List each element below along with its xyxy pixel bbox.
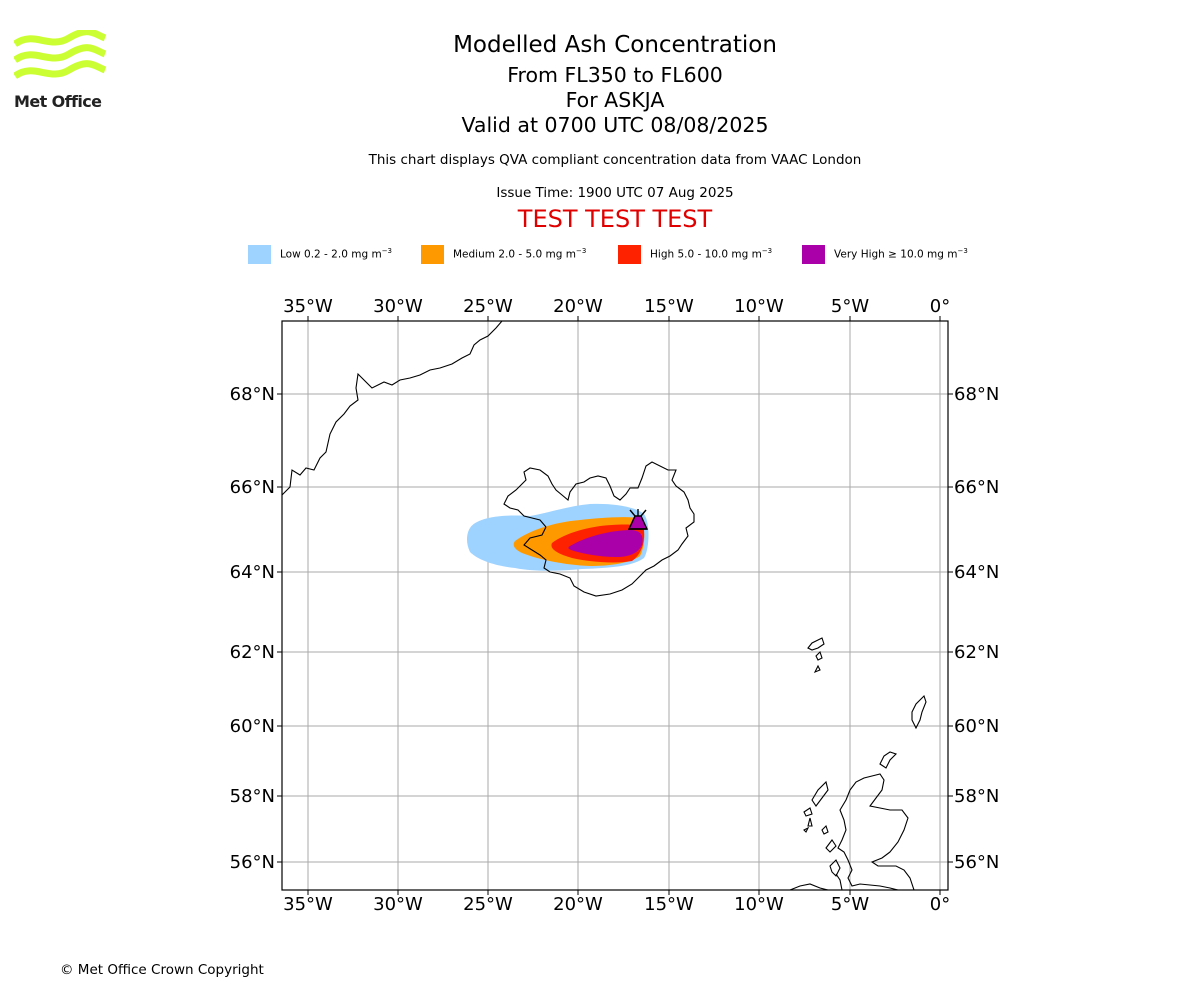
lon-label: 30°W bbox=[373, 296, 423, 317]
lon-label: 0° bbox=[930, 894, 950, 915]
legend-item-medium: Medium 2.0 - 5.0 mg m−3 bbox=[421, 244, 586, 264]
test-banner: TEST TEST TEST bbox=[517, 205, 713, 233]
lat-label: 56°N bbox=[230, 852, 275, 873]
orkney-coast bbox=[879, 751, 898, 769]
lat-label: 60°N bbox=[954, 716, 999, 737]
legend-item-high: High 5.0 - 10.0 mg m−3 bbox=[618, 244, 772, 264]
legend-label-very-high: Very High ≥ 10.0 mg m bbox=[834, 248, 958, 261]
issue-time: Issue Time: 1900 UTC 07 Aug 2025 bbox=[496, 185, 734, 201]
lon-label: 20°W bbox=[553, 296, 603, 317]
greenland-coast bbox=[282, 321, 503, 496]
ash-area-very-high bbox=[568, 530, 643, 557]
legend-item-low: Low 0.2 - 2.0 mg m−3 bbox=[248, 244, 392, 264]
lat-label: 58°N bbox=[954, 786, 999, 807]
coastlines bbox=[282, 321, 927, 890]
ireland-coast bbox=[835, 873, 843, 890]
lon-labels-bottom: 35°W 30°W 25°W 20°W 15°W 10°W 5°W 0° bbox=[283, 894, 950, 915]
legend-swatch-medium bbox=[421, 244, 444, 264]
hebrides-coast bbox=[821, 824, 829, 835]
legend-exponent: −3 bbox=[381, 247, 393, 256]
lat-labels-left: 68°N 66°N 64°N 62°N 60°N 58°N 56°N bbox=[230, 384, 275, 873]
legend-label-low: Low 0.2 - 2.0 mg m bbox=[280, 248, 382, 261]
disclaimer: This chart displays QVA compliant concen… bbox=[368, 152, 862, 168]
lon-label: 10°W bbox=[734, 894, 784, 915]
met-office-logo: Met Office bbox=[12, 28, 114, 115]
faroe-islands bbox=[815, 650, 823, 661]
legend-swatch-low bbox=[248, 244, 271, 264]
tick-marks bbox=[277, 316, 953, 895]
lon-label: 5°W bbox=[831, 894, 869, 915]
lat-labels-right: 68°N 66°N 64°N 62°N 60°N 58°N 56°N bbox=[954, 384, 999, 873]
legend: Low 0.2 - 2.0 mg m−3 Medium 2.0 - 5.0 mg… bbox=[0, 244, 1200, 264]
lat-label: 64°N bbox=[230, 562, 275, 583]
shetland-coast bbox=[911, 694, 927, 730]
hebrides-coast bbox=[811, 780, 829, 807]
faroe-islands bbox=[813, 664, 821, 674]
met-office-waves-icon bbox=[12, 28, 107, 80]
volcano-name: For ASKJA bbox=[565, 88, 665, 112]
lat-label: 64°N bbox=[954, 562, 999, 583]
ash-contours bbox=[467, 503, 649, 571]
lat-label: 60°N bbox=[230, 716, 275, 737]
hebrides-coast bbox=[807, 817, 813, 827]
hebrides-coast bbox=[803, 807, 813, 817]
iceland-coast bbox=[503, 461, 695, 597]
chart-header: Modelled Ash Concentration From FL350 to… bbox=[315, 30, 915, 234]
lat-label: 68°N bbox=[230, 384, 275, 405]
legend-swatch-very-high bbox=[802, 244, 825, 264]
lon-label: 35°W bbox=[283, 894, 333, 915]
lon-label: 15°W bbox=[644, 894, 694, 915]
chart-title: Modelled Ash Concentration bbox=[453, 32, 777, 58]
ireland-coast bbox=[789, 883, 829, 890]
lat-label: 66°N bbox=[230, 477, 275, 498]
legend-label-medium: Medium 2.0 - 5.0 mg m bbox=[453, 248, 576, 261]
lat-label: 58°N bbox=[230, 786, 275, 807]
legend-exponent: −3 bbox=[575, 247, 587, 256]
lat-label: 68°N bbox=[954, 384, 999, 405]
lat-label: 62°N bbox=[954, 642, 999, 663]
valid-time: Valid at 0700 UTC 08/08/2025 bbox=[461, 113, 769, 137]
map-frame bbox=[281, 320, 949, 891]
lon-label: 25°W bbox=[463, 894, 513, 915]
lon-label: 10°W bbox=[734, 296, 784, 317]
legend-exponent: −3 bbox=[957, 247, 968, 256]
lon-label: 20°W bbox=[553, 894, 603, 915]
lon-label: 15°W bbox=[644, 296, 694, 317]
lon-labels-top: 35°W 30°W 25°W 20°W 15°W 10°W 5°W 0° bbox=[283, 296, 950, 317]
lat-label: 62°N bbox=[230, 642, 275, 663]
flight-levels: From FL350 to FL600 bbox=[507, 63, 723, 87]
lat-label: 56°N bbox=[954, 852, 999, 873]
copyright: © Met Office Crown Copyright bbox=[60, 962, 264, 978]
hebrides-coast bbox=[829, 859, 841, 877]
lon-label: 25°W bbox=[463, 296, 513, 317]
legend-item-very-high: Very High ≥ 10.0 mg m−3 bbox=[802, 244, 968, 264]
lon-label: 35°W bbox=[283, 296, 333, 317]
legend-swatch-high bbox=[618, 244, 641, 264]
scotland-coast bbox=[837, 773, 915, 890]
legend-exponent: −3 bbox=[761, 247, 773, 256]
faroe-islands bbox=[807, 637, 825, 651]
lon-label: 0° bbox=[930, 296, 950, 317]
hebrides-coast bbox=[803, 826, 810, 833]
legend-label-high: High 5.0 - 10.0 mg m bbox=[650, 248, 762, 261]
gridlines bbox=[282, 321, 948, 890]
hebrides-coast bbox=[825, 839, 837, 853]
volcano-icon bbox=[627, 509, 649, 530]
lat-label: 66°N bbox=[954, 477, 999, 498]
logo-text: Met Office bbox=[14, 92, 102, 111]
lon-label: 5°W bbox=[831, 296, 869, 317]
lon-label: 30°W bbox=[373, 894, 423, 915]
